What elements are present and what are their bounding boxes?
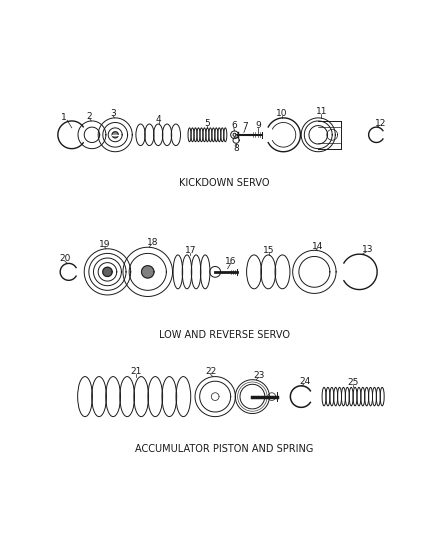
- Text: 23: 23: [253, 370, 264, 379]
- Text: 11: 11: [316, 107, 327, 116]
- Text: 15: 15: [263, 246, 274, 255]
- Polygon shape: [103, 267, 112, 277]
- Text: KICKDOWN SERVO: KICKDOWN SERVO: [179, 179, 270, 188]
- Text: 5: 5: [205, 119, 210, 128]
- Text: 16: 16: [225, 256, 237, 265]
- Text: ACCUMULATOR PISTON AND SPRING: ACCUMULATOR PISTON AND SPRING: [135, 444, 314, 454]
- Text: 8: 8: [233, 144, 239, 153]
- Text: 20: 20: [59, 254, 71, 263]
- Text: 22: 22: [205, 367, 216, 376]
- Text: 18: 18: [147, 238, 158, 247]
- Text: 10: 10: [276, 109, 288, 118]
- Text: 19: 19: [99, 240, 110, 248]
- Text: 3: 3: [110, 109, 116, 118]
- Text: LOW AND REVERSE SERVO: LOW AND REVERSE SERVO: [159, 330, 290, 340]
- Text: 1: 1: [61, 114, 67, 123]
- Text: 7: 7: [243, 122, 248, 131]
- Text: 25: 25: [347, 378, 359, 387]
- Text: 2: 2: [87, 112, 92, 121]
- Polygon shape: [141, 265, 154, 278]
- Text: 6: 6: [231, 121, 237, 130]
- Text: 24: 24: [300, 377, 311, 386]
- Text: 13: 13: [362, 245, 374, 254]
- Text: 12: 12: [375, 119, 387, 128]
- Polygon shape: [112, 132, 118, 138]
- Text: 9: 9: [255, 121, 261, 130]
- Text: 14: 14: [312, 242, 323, 251]
- Text: 21: 21: [131, 367, 142, 376]
- Text: 4: 4: [156, 115, 162, 124]
- Text: 17: 17: [185, 246, 196, 255]
